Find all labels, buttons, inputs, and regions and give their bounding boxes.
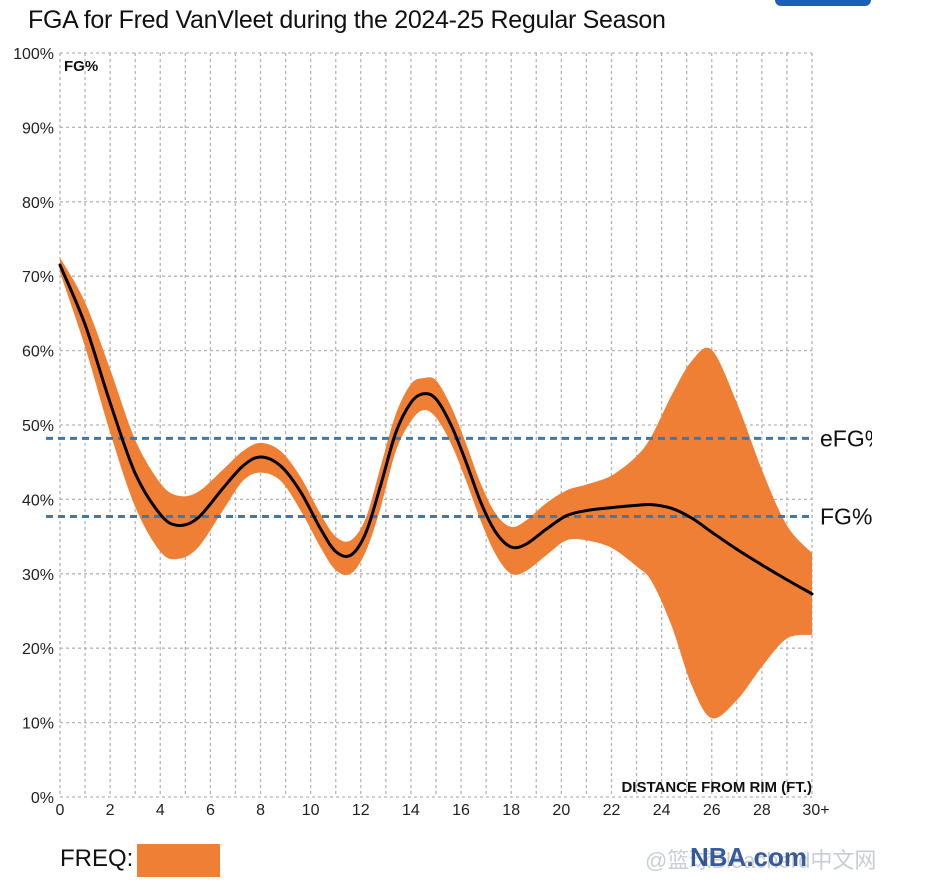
frequency-band [60, 257, 812, 719]
y-tick-label: 40% [22, 492, 54, 509]
x-tick-label: 0 [56, 802, 65, 819]
x-tick-label: 12 [352, 802, 370, 819]
y-axis-ticks: 0% 10% 20% 30% 40% 50% 60% 70% 80% 90% 100% [13, 46, 54, 807]
x-tick-label: 24 [653, 802, 671, 819]
watermark: @篮球Bleacherd中文网 [645, 848, 877, 873]
top-right-button[interactable] [775, 0, 871, 6]
reference-label-efg-pct: eFG% [820, 425, 885, 451]
reference-lines: eFG% FG% [46, 425, 885, 530]
x-tick-label: 2 [106, 802, 115, 819]
y-tick-label: 30% [22, 567, 54, 584]
x-axis-ticks: 0 2 4 6 8 10 12 14 16 18 20 22 24 26 28 30+ [56, 802, 830, 819]
y-tick-label: 60% [22, 344, 54, 361]
freq-legend-label: FREQ: [60, 845, 134, 872]
grid [59, 52, 813, 798]
chart-canvas: eFG%FG% 0%10%20%30%40%50%60%70%80%90%100… [13, 46, 885, 819]
x-tick-label: 14 [402, 802, 420, 819]
x-tick-label: 8 [256, 802, 265, 819]
x-tick-label: 10 [302, 802, 320, 819]
x-tick-label: 28 [753, 802, 771, 819]
x-tick-label: 30+ [802, 802, 829, 819]
y-tick-label: 0% [31, 790, 54, 807]
x-tick-label: 6 [206, 802, 215, 819]
y-tick-label: 90% [22, 120, 54, 137]
y-tick-label: 80% [22, 195, 54, 212]
fg-line-layer [58, 263, 814, 596]
freq-legend-swatch [137, 844, 220, 877]
y-tick-label: 100% [13, 46, 54, 63]
x-tick-label: 22 [603, 802, 621, 819]
y-tick-label: 20% [22, 641, 54, 658]
x-tick-label: 18 [502, 802, 520, 819]
x-tick-label: 26 [703, 802, 721, 819]
y-tick-label: 10% [22, 716, 54, 733]
x-axis-label: DISTANCE FROM RIM (FT.) [621, 779, 812, 796]
y-tick-label: 50% [22, 418, 54, 435]
x-tick-label: 4 [156, 802, 165, 819]
frequency-band-layer [60, 257, 812, 719]
nba-logo: NBA.com [690, 842, 808, 872]
y-tick-label: 70% [22, 269, 54, 286]
fg-pct-line [58, 263, 814, 596]
reference-label-fg-pct: FG% [820, 504, 872, 530]
x-tick-label: 16 [452, 802, 470, 819]
y-axis-label: FG% [64, 58, 98, 75]
chart-title: FGA for Fred VanVleet during the 2024-25… [28, 6, 666, 34]
x-tick-label: 20 [552, 802, 570, 819]
